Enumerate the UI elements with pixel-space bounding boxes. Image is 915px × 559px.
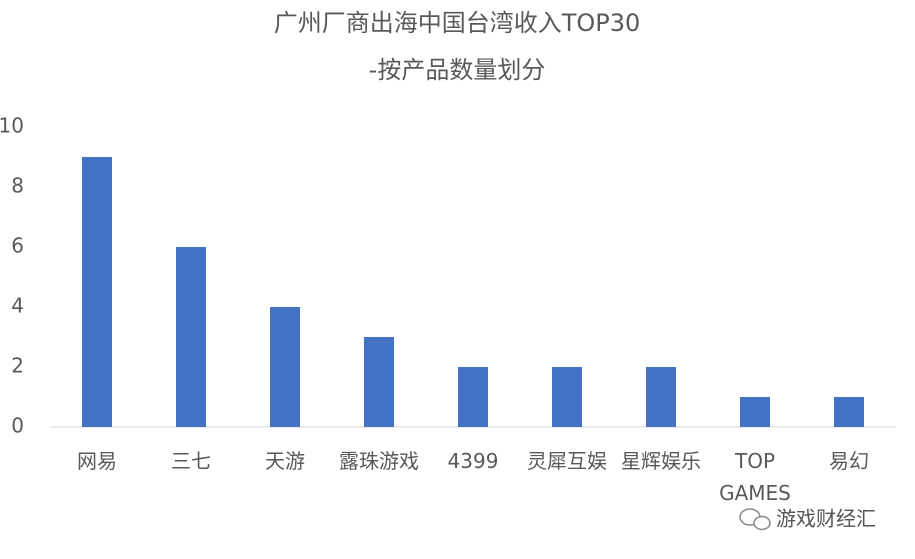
watermark: 游戏财经汇 (776, 507, 876, 531)
bar (176, 247, 206, 427)
watermark-icon (739, 508, 771, 531)
bar (834, 397, 864, 427)
y-tick-label: 6 (11, 234, 24, 258)
x-tick-label: 4399 (447, 449, 499, 473)
x-tick-label: 易幻 (829, 449, 869, 473)
x-tick-label: 星辉娱乐 (621, 449, 701, 473)
x-tick-label: 灵犀互娱 (527, 449, 607, 473)
y-tick-label: 8 (11, 174, 24, 198)
chart-title: 广州厂商出海中国台湾收入TOP30 (274, 9, 641, 37)
chart-subtitle: -按产品数量划分 (369, 56, 546, 84)
bar (364, 337, 394, 427)
bar (270, 307, 300, 427)
x-tick-label: 三七 (171, 449, 211, 473)
y-tick-label: 0 (11, 414, 24, 438)
y-tick-label: 10 (0, 114, 24, 138)
x-tick-label: TOP GAMES (719, 449, 791, 505)
y-tick-label: 4 (11, 294, 24, 318)
bar (646, 367, 676, 427)
x-tick-label: 网易 (77, 449, 117, 473)
bar (552, 367, 582, 427)
bar (740, 397, 770, 427)
bar (458, 367, 488, 427)
y-tick-label: 2 (11, 354, 24, 378)
bar (82, 157, 112, 427)
x-tick-label: 天游 (265, 449, 305, 473)
x-tick-label: 露珠游戏 (339, 449, 419, 473)
